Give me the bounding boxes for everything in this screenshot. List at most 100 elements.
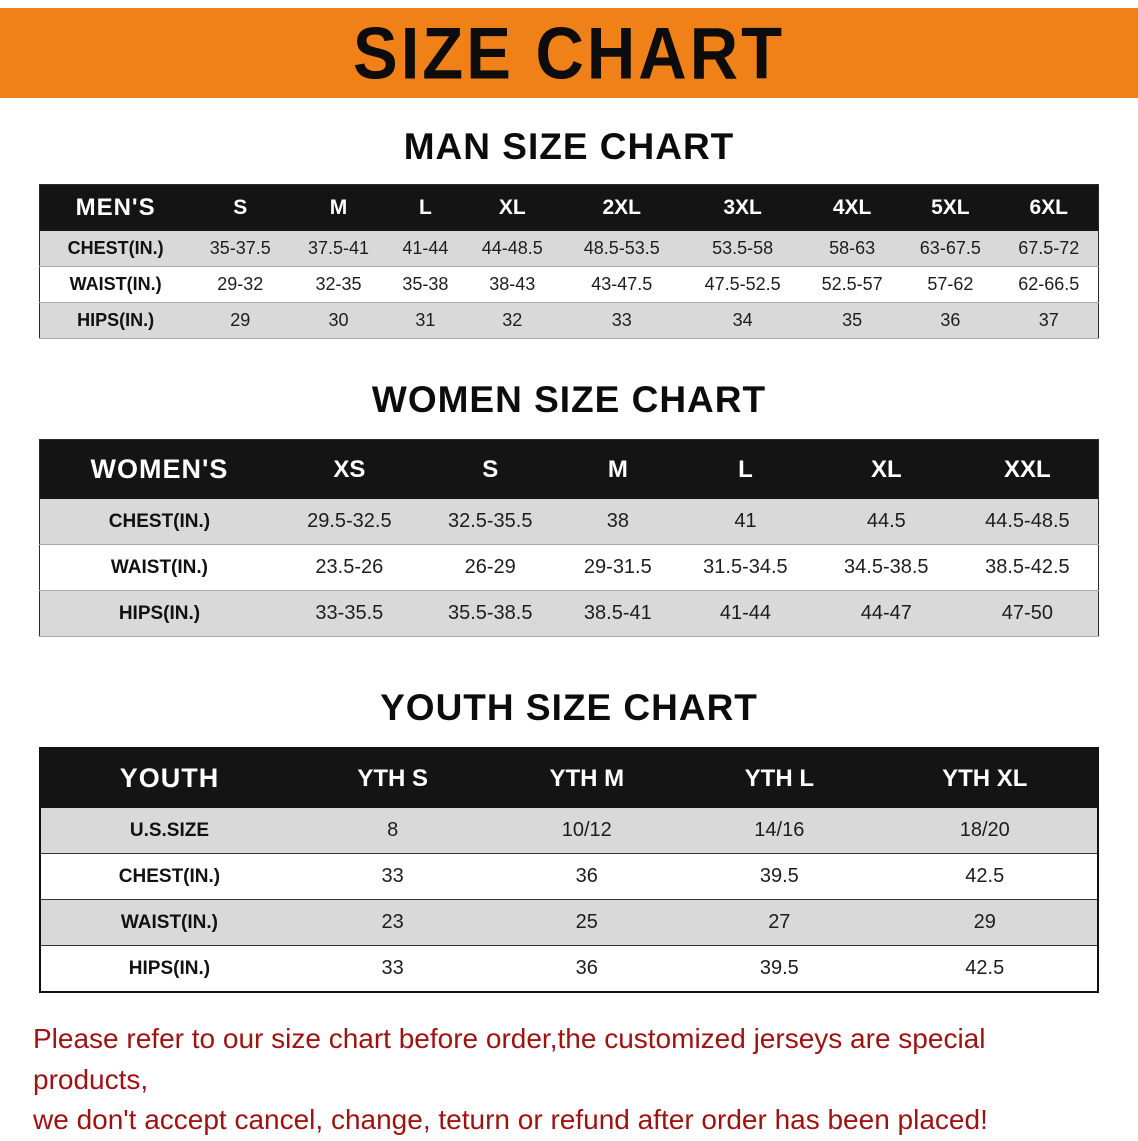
size-value-cell: 29-31.5 [583, 556, 652, 578]
size-value-cell: 48.5-53.5 [583, 238, 660, 258]
size-value-cell: 32-35 [315, 274, 362, 294]
youth-section-heading: YOUTH SIZE CHART [380, 687, 758, 728]
table-header-row: MEN'S S M L XL 2XL 3XL 4XL 5XL 6XL [39, 184, 1099, 231]
size-value-cell: 37.5-41 [307, 238, 370, 258]
size-value-cell: 23.5-26 [315, 556, 384, 578]
table-row: CHEST(IN.) 29.5-32.5 32.5-35.5 38 41 44.5 44.5… [39, 499, 1099, 545]
size-value-cell: 36 [940, 310, 961, 330]
size-column-header: YTH S [357, 764, 428, 792]
size-value-cell: 44-47 [860, 602, 912, 624]
size-column-header: 2XL [602, 196, 642, 219]
table-row: WAIST(IN.) 23.5-26 26-29 29-31.5 31.5-34.5 34… [39, 544, 1099, 591]
size-value-cell: 44.5 [866, 510, 906, 532]
women-size-table: WOMEN'S XS S M L XL XXL CHEST(IN.) 29.5-32.5 32.5… [39, 439, 1099, 637]
size-value-cell: 33-35.5 [315, 602, 384, 624]
size-value-cell: 52.5-57 [821, 274, 883, 294]
size-value-cell: 10/12 [561, 819, 612, 841]
size-column-header: 4XL [832, 196, 872, 219]
size-value-cell: 35 [842, 310, 863, 330]
women-section-heading: WOMEN SIZE CHART [371, 379, 767, 420]
size-value-cell: 47.5-52.5 [704, 274, 781, 294]
man-section-heading: MAN SIZE CHART [403, 126, 735, 167]
measurement-label-cell: HIPS(IN.) [118, 602, 201, 624]
table-header-row: WOMEN'S XS S M L XL XXL [39, 439, 1099, 499]
measurement-label-cell: WAIST(IN.) [69, 274, 162, 294]
table-row: HIPS(IN.) 33 36 39.5 42.5 [40, 945, 1098, 992]
size-column-header: YTH XL [942, 764, 1028, 792]
banner-title: SIZE CHART [353, 11, 785, 95]
size-column-header: XL [498, 196, 526, 219]
table-title-cell: MEN'S [75, 194, 156, 221]
size-value-cell: 47-50 [1001, 602, 1053, 624]
table-row: HIPS(IN.) 29 30 31 32 33 34 35 36 37 [39, 302, 1099, 339]
size-value-cell: 26-29 [464, 556, 516, 578]
size-value-cell: 31 [415, 310, 436, 330]
size-value-cell: 33 [381, 957, 404, 979]
size-value-cell: 39.5 [759, 957, 799, 979]
size-value-cell: 34.5-38.5 [844, 556, 929, 578]
size-value-cell: 25 [575, 911, 598, 933]
table-row: WAIST(IN.) 29-32 32-35 35-38 38-43 43-47.5 47.… [39, 266, 1099, 303]
size-value-cell: 35-37.5 [209, 238, 271, 258]
size-column-header: YTH M [549, 764, 625, 792]
measurement-label-cell: WAIST(IN.) [120, 911, 218, 933]
size-column-header: XXL [1004, 455, 1051, 483]
measurement-label-cell: CHEST(IN.) [118, 865, 221, 887]
size-column-header: 5XL [931, 196, 970, 219]
table-row: WAIST(IN.) 23 25 27 29 [40, 899, 1098, 946]
disclaimer-line-1: Please refer to our size chart before or… [33, 1023, 986, 1095]
table-row: U.S.SIZE 8 10/12 14/16 18/20 [40, 808, 1098, 854]
size-value-cell: 38-43 [489, 274, 536, 294]
size-column-header: 6XL [1029, 196, 1068, 219]
size-column-header: L [738, 455, 753, 483]
size-value-cell: 41 [734, 510, 757, 532]
size-value-cell: 38 [606, 510, 629, 532]
size-value-cell: 32 [502, 310, 523, 330]
size-value-cell: 31.5-34.5 [703, 556, 788, 578]
table-header-row: YOUTH YTH S YTH M YTH L YTH XL [40, 748, 1098, 808]
size-chart-banner: SIZE CHART [0, 8, 1138, 98]
size-value-cell: 41-44 [402, 238, 449, 258]
men-size-table: MEN'S S M L XL 2XL 3XL 4XL 5XL 6XL CHEST(IN.) 35-37… [39, 184, 1099, 339]
table-row: CHEST(IN.) 33 36 39.5 42.5 [40, 853, 1098, 900]
size-value-cell: 23 [381, 911, 404, 933]
size-value-cell: 67.5-72 [1018, 238, 1080, 258]
size-value-cell: 29-32 [217, 274, 264, 294]
size-value-cell: 33 [381, 865, 404, 887]
size-column-header: 3XL [723, 196, 762, 219]
size-column-header: XS [333, 455, 366, 483]
table-title-cell: YOUTH [119, 763, 220, 793]
size-column-header: XL [870, 455, 902, 483]
size-value-cell: 35-38 [402, 274, 449, 294]
size-value-cell: 62-66.5 [1018, 274, 1080, 294]
size-value-cell: 44-48.5 [481, 238, 543, 258]
size-value-cell: 35.5-38.5 [447, 602, 533, 624]
size-value-cell: 38.5-42.5 [985, 556, 1070, 578]
size-column-header: YTH L [744, 764, 814, 792]
size-value-cell: 37 [1038, 310, 1059, 330]
size-value-cell: 43-47.5 [591, 274, 653, 294]
measurement-label-cell: WAIST(IN.) [110, 556, 208, 578]
disclaimer-text: Please refer to our size chart before or… [33, 1019, 1105, 1141]
size-value-cell: 58-63 [829, 238, 876, 258]
size-value-cell: 33 [611, 310, 632, 330]
size-value-cell: 29.5-32.5 [307, 510, 392, 532]
youth-size-table: YOUTH YTH S YTH M YTH L YTH XL U.S.SIZE 8 10/12… [39, 747, 1099, 993]
size-value-cell: 44.5-48.5 [985, 510, 1070, 532]
size-value-cell: 30 [328, 310, 349, 330]
table-row: HIPS(IN.) 33-35.5 35.5-38.5 38.5-41 41-44 44-… [39, 590, 1099, 637]
size-value-cell: 36 [575, 957, 598, 979]
size-value-cell: 39.5 [759, 865, 799, 887]
size-value-cell: 57-62 [927, 274, 974, 294]
size-value-cell: 36 [575, 865, 598, 887]
table-title-cell: WOMEN'S [90, 454, 229, 484]
measurement-label-cell: U.S.SIZE [129, 819, 210, 841]
size-column-header: S [482, 455, 499, 483]
size-value-cell: 42.5 [965, 865, 1005, 887]
size-column-header: L [418, 196, 432, 219]
size-column-header: M [607, 455, 628, 483]
size-value-cell: 41-44 [719, 602, 772, 624]
measurement-label-cell: HIPS(IN.) [128, 957, 211, 979]
size-value-cell: 34 [732, 310, 753, 330]
size-value-cell: 14/16 [754, 819, 805, 841]
